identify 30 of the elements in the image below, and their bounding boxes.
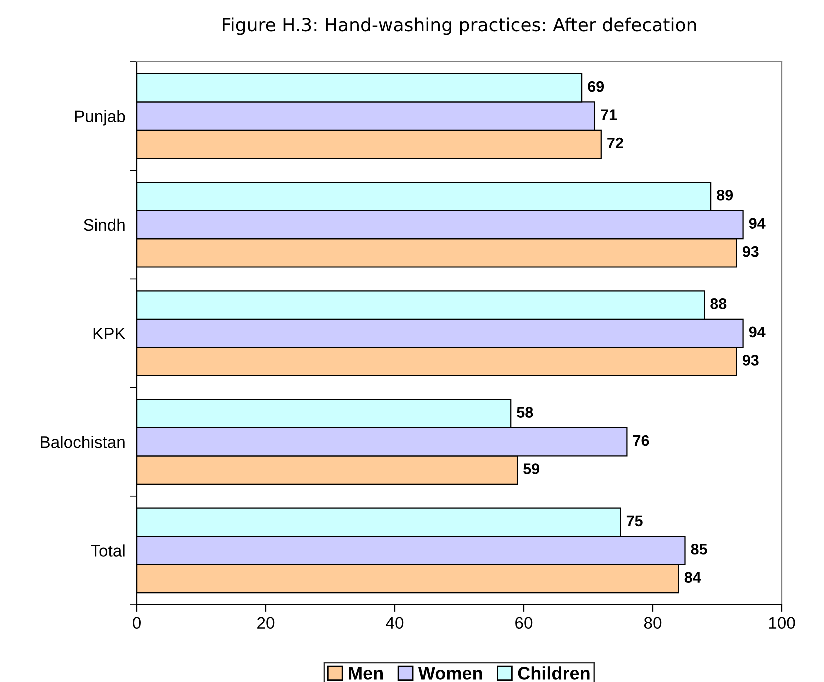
x-tick-label: 40 (386, 617, 404, 630)
data-label: 59 (524, 464, 540, 474)
x-tick-label: 60 (516, 617, 533, 630)
data-label: 88 (710, 298, 727, 310)
y-tick-label: KPK (94, 328, 126, 340)
data-label: 72 (608, 138, 624, 148)
legend-label: Men (349, 667, 384, 680)
data-label: 89 (717, 190, 734, 201)
chart-title: Figure H.3: Hand-washing practices: After defecation (223, 18, 696, 36)
data-label: 69 (588, 81, 604, 92)
x-tick-label: 100 (769, 617, 796, 630)
data-label: 94 (749, 218, 766, 229)
data-label: 75 (626, 516, 643, 527)
data-label: 93 (742, 246, 759, 258)
data-label: 84 (684, 572, 702, 584)
data-label: 58 (517, 407, 534, 418)
data-label: 71 (601, 110, 618, 120)
y-tick-label: Sindh (84, 218, 125, 232)
data-label: 93 (742, 355, 759, 366)
data-label: 76 (633, 435, 650, 446)
y-tick-label: Punjab (75, 110, 126, 126)
data-label: 94 (749, 326, 766, 338)
y-tick-label: Balochistan (41, 436, 125, 448)
legend-label: Women (418, 667, 482, 680)
x-tick-label: 0 (133, 617, 141, 630)
y-tick-label: Total (91, 544, 125, 557)
x-tick-label: 80 (644, 617, 662, 630)
legend-label: Children (518, 666, 590, 680)
data-label: 85 (691, 544, 708, 555)
x-tick-label: 20 (258, 617, 275, 630)
